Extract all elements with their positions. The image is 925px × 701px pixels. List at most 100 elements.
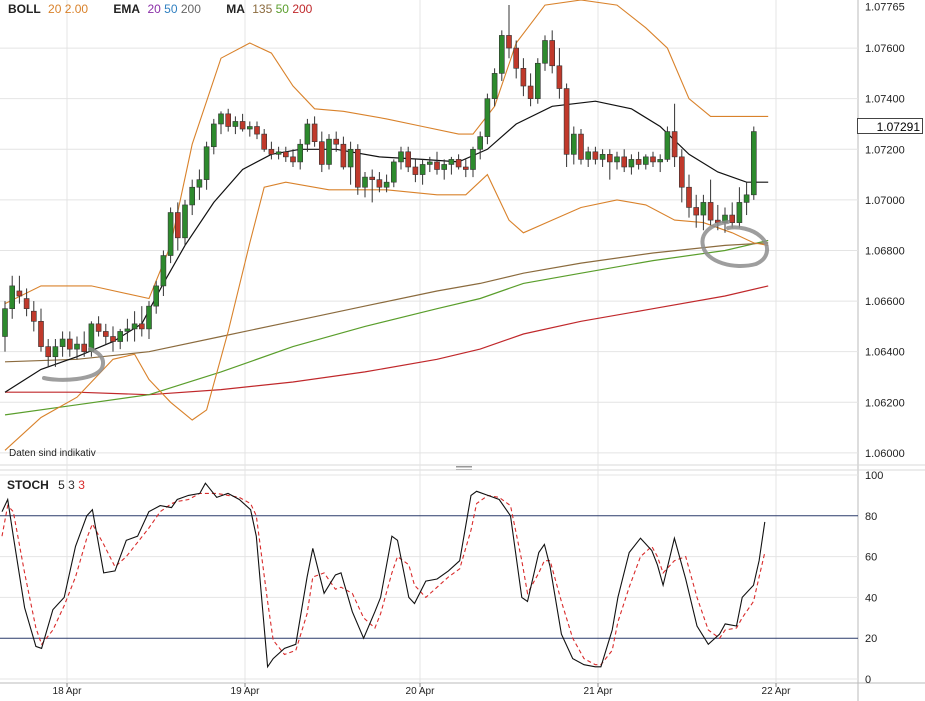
candle-body bbox=[81, 343, 87, 352]
legend-ma-p3: 200 bbox=[292, 2, 313, 16]
candle-body bbox=[743, 194, 750, 203]
candle-down bbox=[578, 129, 584, 165]
legend-ma[interactable]: MA 135 50 200 bbox=[226, 2, 312, 16]
price-tick-label: 1.07200 bbox=[865, 144, 905, 156]
candle-down bbox=[95, 316, 102, 337]
candle-up bbox=[153, 280, 159, 314]
candle-down bbox=[261, 129, 268, 152]
candle-body bbox=[642, 156, 649, 165]
stoch-tick-label: 40 bbox=[865, 592, 877, 604]
price-tick-label: 1.06400 bbox=[865, 347, 905, 359]
candle-down bbox=[139, 306, 145, 337]
candle-up bbox=[484, 93, 491, 145]
candle-body bbox=[45, 346, 52, 358]
annotation-stroke bbox=[42, 347, 105, 382]
candle-up bbox=[585, 146, 592, 167]
candle-up bbox=[232, 116, 239, 135]
stoch-d-line bbox=[1, 492, 766, 666]
stoch-p2: 3 bbox=[68, 478, 75, 492]
candle-body bbox=[434, 161, 440, 170]
candle-body bbox=[167, 212, 174, 256]
ma50-line bbox=[4, 239, 769, 416]
candle-up bbox=[362, 172, 368, 198]
legend-boll-p2: 2.00 bbox=[64, 2, 89, 16]
data-indicative-note: Daten sind indikativ bbox=[9, 448, 96, 459]
candle-body bbox=[650, 156, 656, 163]
price-tick-label: 1.06000 bbox=[865, 448, 905, 460]
candle-down bbox=[254, 121, 260, 140]
candle-up bbox=[167, 207, 174, 264]
candle-up bbox=[196, 169, 203, 200]
candle-body bbox=[239, 121, 246, 130]
candle-down bbox=[290, 149, 296, 167]
candle-up bbox=[124, 318, 131, 342]
price-tick-label: 1.07765 bbox=[865, 1, 905, 13]
candle-body bbox=[369, 176, 376, 180]
candle-body bbox=[304, 123, 311, 145]
candle-body bbox=[628, 159, 635, 168]
date-tick-label: 20 Apr bbox=[406, 686, 436, 697]
candle-body bbox=[340, 143, 347, 168]
candle-down bbox=[405, 146, 412, 173]
candle-up bbox=[275, 146, 282, 160]
candle-body bbox=[700, 202, 707, 216]
candle-down bbox=[81, 331, 87, 357]
candle-body bbox=[549, 40, 556, 67]
candle-up bbox=[211, 118, 217, 155]
candle-body bbox=[290, 156, 296, 163]
candle-body bbox=[736, 202, 743, 223]
candle-body bbox=[153, 285, 159, 307]
candle-body bbox=[103, 331, 109, 337]
stoch-legend[interactable]: STOCH 5 3 3 bbox=[7, 478, 85, 492]
candle-body bbox=[585, 151, 592, 160]
candle-down bbox=[527, 73, 534, 107]
candle-body bbox=[376, 179, 383, 188]
candle-up bbox=[218, 111, 224, 135]
candle-down bbox=[103, 323, 109, 345]
price-tick-label: 1.06200 bbox=[865, 397, 905, 409]
candle-up bbox=[664, 126, 671, 162]
candle-body bbox=[491, 73, 498, 99]
candle-up bbox=[477, 131, 484, 160]
candle-down bbox=[282, 146, 289, 162]
candle-down bbox=[671, 103, 678, 167]
candle-down bbox=[621, 149, 628, 173]
candle-down bbox=[175, 202, 181, 251]
stoch-tick-label: 80 bbox=[865, 511, 877, 523]
candle-body bbox=[275, 151, 282, 155]
annotation-circle bbox=[700, 220, 769, 268]
candle-body bbox=[484, 98, 491, 137]
legend-ema[interactable]: EMA 20 50 200 bbox=[113, 2, 204, 16]
stoch-p3: 3 bbox=[78, 478, 85, 492]
candle-down bbox=[225, 108, 231, 132]
candle-body bbox=[30, 310, 37, 322]
candle-body bbox=[247, 126, 253, 130]
candle-down bbox=[686, 174, 692, 218]
candle-down bbox=[455, 154, 462, 170]
candle-body bbox=[218, 113, 224, 125]
candle-body bbox=[405, 151, 412, 168]
legend-boll[interactable]: BOLL 20 2.00 bbox=[8, 2, 91, 16]
legend-ma-name: MA bbox=[226, 2, 245, 16]
candle-body bbox=[390, 161, 397, 183]
candle-down bbox=[239, 113, 246, 132]
candle-down bbox=[30, 301, 37, 332]
date-tick-label: 19 Apr bbox=[231, 686, 261, 697]
stoch-tick-label: 60 bbox=[865, 552, 877, 564]
candle-down bbox=[556, 48, 563, 99]
candle-body bbox=[268, 148, 275, 155]
candle-down bbox=[549, 30, 556, 74]
candle-up bbox=[628, 154, 635, 175]
candle-body bbox=[354, 148, 361, 188]
candle-down bbox=[354, 144, 361, 195]
candle-up bbox=[599, 149, 606, 167]
candle-down bbox=[369, 169, 376, 203]
candle-body bbox=[362, 176, 368, 188]
legend-ema-p3: 200 bbox=[180, 2, 201, 16]
candle-up bbox=[131, 311, 138, 342]
candle-up bbox=[117, 328, 123, 350]
ma135-line bbox=[4, 242, 769, 363]
candle-body bbox=[664, 131, 671, 160]
